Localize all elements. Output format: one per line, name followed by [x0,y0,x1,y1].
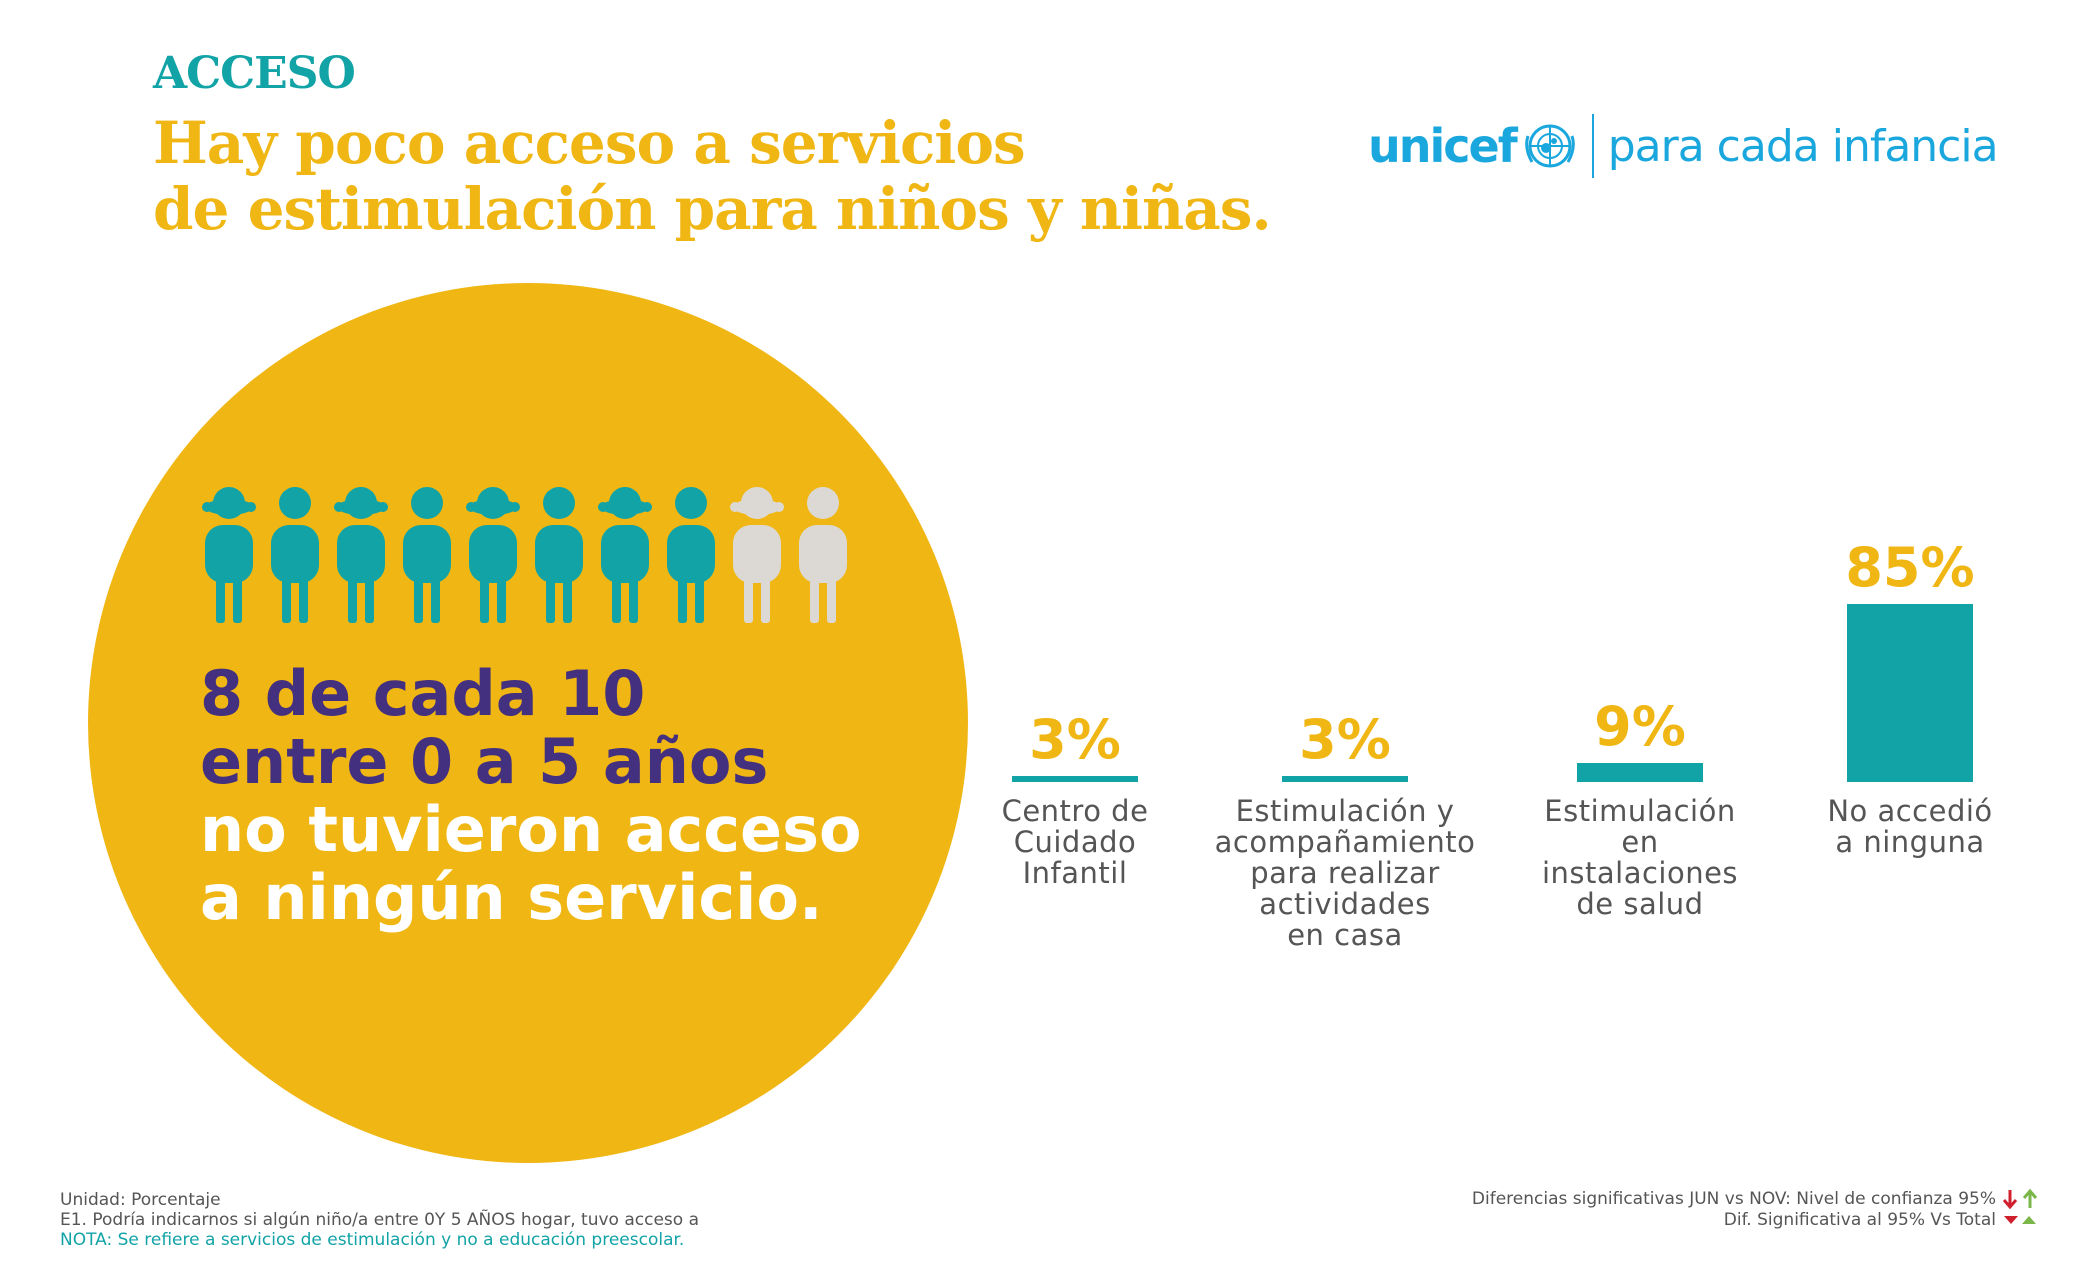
unicef-logo: unicef para cada infancia [1368,112,1999,180]
triangles-icon [2004,1216,2036,1224]
highlight-statement: 8 de cada 10 entre 0 a 5 años no tuviero… [200,660,862,932]
girl-figure-icon [730,487,784,623]
category-label-2: Estimulación y acompañamiento para realiza… [1214,794,1476,952]
children-figures [200,485,860,625]
logo-divider [1591,114,1594,178]
statement-line-1: 8 de cada 10 [200,657,646,730]
title-line-2: de estimulación para niños y niñas. [153,175,1272,243]
footnotes: Unidad: Porcentaje E1. Podría indicarnos… [60,1190,699,1250]
unit-note: Unidad: Porcentaje [60,1190,221,1210]
logo-wordmark: unicef [1368,119,1518,173]
section-label: ACCESO [153,48,356,99]
boy-figure-icon [535,487,583,623]
girl-figure-icon [598,487,652,623]
highlight-circle [88,283,968,1163]
bar-4 [1847,604,1973,782]
logo-tagline: para cada infancia [1607,120,1999,172]
category-label-3: Estimulación en instalaciones de salud [1541,794,1739,921]
statement-line-4: a ningún servicio. [200,861,823,934]
boy-figure-icon [667,487,715,623]
value-label-1: 3% [1029,707,1121,771]
legend-jun-nov: Diferencias significativas JUN vs NOV: N… [1471,1189,1996,1209]
title-line-1: Hay poco acceso a servicios [153,109,1026,177]
question-note: E1. Podría indicarnos si algún niño/a en… [60,1210,699,1230]
scope-note: NOTA: Se refiere a servicios de estimula… [60,1230,685,1250]
legend-vs-total: Dif. Significativa al 95% Vs Total [1723,1210,1996,1230]
unicef-emblem-icon [1524,124,1575,168]
value-label-4: 85% [1845,536,1975,599]
arrows-icon [2002,1188,2038,1210]
boy-figure-icon [799,487,847,623]
category-label-1: Centro de Cuidado Infantil [1001,794,1149,890]
bar-3 [1577,763,1703,782]
bar-2 [1282,775,1408,782]
girl-figure-icon [202,487,256,623]
girl-figure-icon [334,487,388,623]
boy-figure-icon [271,487,319,623]
statement-line-3: no tuvieron acceso [200,793,862,866]
value-label-3: 9% [1594,695,1686,759]
bar-1 [1012,775,1138,782]
significance-legend: Diferencias significativas JUN vs NOV: N… [1472,1188,2038,1230]
access-bar-chart: 3% Centro de Cuidado Infantil 3% Estimulación… [960,500,2020,970]
statement-line-2: entre 0 a 5 años [200,725,769,798]
girl-figure-icon [466,487,520,623]
boy-figure-icon [403,487,451,623]
value-label-2: 3% [1299,707,1391,771]
category-label-4: No accedió a ninguna [1827,794,1993,859]
page-title: Hay poco acceso a servicios de estimulac… [153,109,1272,243]
